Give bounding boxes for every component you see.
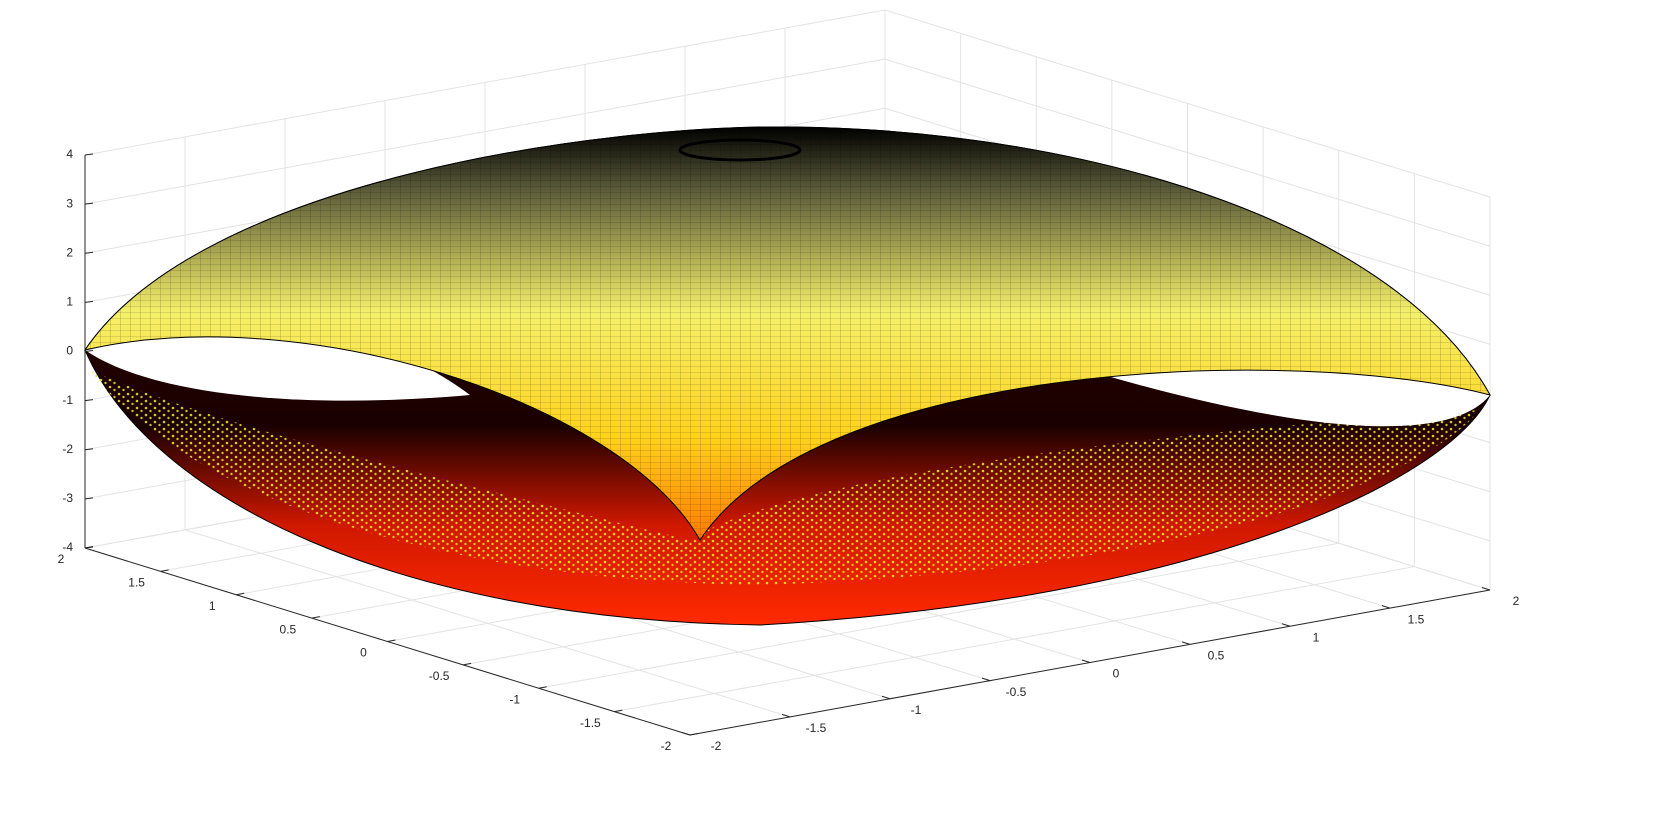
y-tick-label: -2 [661,739,672,753]
z-tick [84,448,94,451]
y-tick-label: 2 [58,552,65,566]
floor-grid-line [614,566,1415,713]
z-tick [84,202,94,205]
y-tick [614,709,623,713]
z-tick [84,350,94,352]
x-tick [681,732,691,736]
wall-grid-line [884,9,1491,198]
z-tick [84,399,94,402]
y-tick [538,686,547,689]
x-tick-label: 1 [1313,630,1320,644]
y-tick-label: 0 [360,646,367,660]
y-tick-label: 0.5 [280,622,297,636]
z-tick [84,251,94,254]
wall-grid-line [884,58,1491,247]
z-tick-label: 1 [66,295,73,309]
z-tick-label: 4 [66,147,73,161]
y-tick [160,569,169,572]
y-tick [387,639,396,642]
x-tick [1281,623,1291,627]
y-tick [236,592,245,596]
y-tick [689,733,699,736]
y-tick [84,546,94,549]
z-tick-label: -4 [62,540,73,554]
x-tick-label: 2 [1513,594,1520,608]
wall-grid-line [84,58,886,205]
axes: -4 -3 -2 -1 0 1 2 3 4 -2 -1.5 -1 -0.5 0 0.5 1 1.5 2 -2 -1.5… [58,147,1520,753]
z-tick [84,300,94,303]
y-tick-label: 1.5 [128,576,145,590]
x-tick [781,713,791,718]
y-tick-label: -1.5 [580,716,601,730]
z-tick-label: 3 [66,196,73,210]
y-tick-label: 1 [209,599,216,613]
x-tick-label: -2 [711,739,722,753]
x-tick-label: 0.5 [1208,649,1225,663]
z-tick-label: 2 [66,245,73,259]
surface-left-opening [85,320,470,401]
z-tick [84,153,94,156]
z-tick-label: -2 [62,442,73,456]
y-tick [463,662,472,666]
x-tick-label: 1.5 [1408,612,1425,626]
y-tick [311,616,320,619]
x-tick [1481,587,1491,591]
x-tick [1181,641,1191,645]
x-tick-label: -1.5 [806,721,827,735]
x-tick-label: -1 [911,703,922,717]
x-tick [881,695,891,700]
z-tick [84,497,94,500]
surface-top-rings [678,138,802,162]
x-tick-label: -0.5 [1006,685,1027,699]
surface-points [90,370,1480,585]
wall-grid-line [84,9,886,156]
y-tick-label: -1 [509,692,520,706]
surface [83,126,1491,626]
x-tick [1081,659,1091,663]
surface-upper-mesh [85,126,1490,541]
z-tick-label: 0 [66,344,73,358]
z-tick-label: -1 [62,393,73,407]
x-tick [981,677,991,682]
y-tick-label: -0.5 [429,669,450,683]
z-tick-label: -3 [62,491,73,505]
x-tick-label: 0 [1113,667,1120,681]
x-tick [1381,605,1391,609]
floor-grid-line [538,542,1339,689]
